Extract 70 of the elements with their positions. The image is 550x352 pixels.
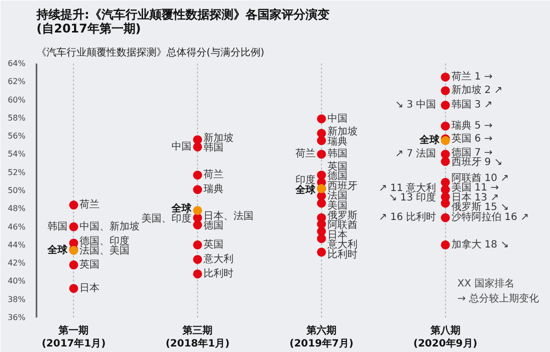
data-label: 英国 — [327, 160, 348, 172]
data-label: 韩国 3 ↗ — [451, 98, 492, 111]
data-label: 沙特阿拉伯 16 ↗ — [451, 211, 529, 224]
data-label: 美国 11 → — [451, 182, 499, 194]
y-tick-label: 38% — [8, 294, 26, 304]
data-label: 新加坡 — [204, 132, 234, 144]
data-label: 荷兰 — [80, 198, 100, 211]
data-label: 英国 — [204, 238, 224, 250]
text: 全球 — [419, 135, 440, 146]
data-label: 阿联酋 — [327, 219, 358, 232]
chart-subtitle: 《汽车行业颠覆性数据探测》总体得分(与满分比例) — [36, 46, 264, 58]
x-tick-label: 第八期 (2020年9月) — [413, 324, 478, 350]
data-label: 德国、印度 — [80, 234, 130, 247]
y-tick-label: 42% — [8, 258, 26, 268]
y-tick-label: 48% — [8, 204, 26, 214]
annotation: → 总分较上期变化 — [457, 292, 539, 304]
annotation: 中国 — [172, 140, 192, 152]
annotation: 荷兰 — [295, 148, 316, 160]
annotation: ↗ 11 意大利 — [378, 182, 436, 194]
y-tick-label: 58% — [8, 113, 26, 122]
data-label: 阿联酋 10 ↗ — [451, 172, 509, 184]
data-label: 新加坡 2 ↗ — [451, 84, 502, 96]
data-label: 俄罗斯 — [327, 209, 358, 222]
data-label: 中国 — [327, 112, 348, 124]
text: 全球 — [295, 184, 316, 196]
x-tick-label: 第三期 (2018年1月) — [166, 324, 230, 350]
data-label: 韩国 — [327, 148, 348, 160]
chart-title: 持续提升:《汽车行业颠覆性数据探测》各国家评分演变 (自2017年第一期) — [36, 8, 330, 36]
annotation: 韩国 — [48, 220, 68, 232]
data-label: 意大利 — [202, 252, 234, 265]
y-tick-label: 60% — [8, 95, 26, 104]
data-label: 加拿大 18 ↘ — [451, 238, 509, 250]
data-label: 荷兰 — [204, 168, 224, 181]
data-label: 英国 6 → — [451, 132, 492, 144]
data-label: 比利时 — [204, 267, 234, 280]
data-label: 法国、美国 — [80, 244, 130, 257]
annotation: ↘ 13 印度 — [388, 192, 436, 204]
annotation: 美国、印度 — [142, 212, 192, 224]
data-label: 英国 — [80, 258, 100, 270]
annotation: ↘ 3 中国 — [395, 98, 436, 111]
annotation: ↗ 7 法国 — [395, 148, 436, 160]
data-label: 德国 7 → — [451, 147, 492, 158]
x-tick-label: 第六期 (2019年7月) — [290, 324, 354, 350]
data-label: 德国 — [204, 220, 224, 232]
y-tick-label: 40% — [8, 276, 26, 286]
data-label: 荷兰 1 → — [451, 70, 492, 83]
annotation: ↗ 16 比利时 — [378, 211, 436, 224]
series-label: 全球 — [46, 244, 69, 256]
x-tick-label: 第一期 (2017年1月) — [42, 324, 106, 350]
data-label: 比利时 — [327, 248, 358, 261]
y-tick-label: 62% — [8, 77, 26, 86]
data-label: 日本 — [327, 228, 348, 241]
data-label: 西班牙 9 ↘ — [451, 156, 502, 168]
data-label: 日本、法国 — [204, 210, 254, 222]
data-label: 中国、新加坡 — [80, 220, 140, 232]
y-tick-label: 44% — [8, 240, 26, 250]
annotation: XX 国家排名 — [457, 278, 514, 290]
y-tick-label: 56% — [8, 132, 26, 141]
y-tick-label: 52% — [8, 168, 26, 177]
data-label: 韩国 — [204, 142, 224, 154]
data-label: 日本 — [80, 282, 100, 294]
y-tick-label: 64% — [8, 59, 26, 68]
y-tick-label: 36% — [8, 313, 26, 322]
y-tick-label: 46% — [8, 222, 26, 232]
data-label: 瑞典 — [204, 183, 224, 196]
y-tick-label: 54% — [8, 150, 26, 159]
data-label: 瑞典 5 → — [451, 120, 492, 132]
data-label: 西班牙 — [327, 180, 358, 192]
y-tick-label: 50% — [8, 186, 26, 195]
data-label: 瑞典 — [327, 135, 348, 148]
